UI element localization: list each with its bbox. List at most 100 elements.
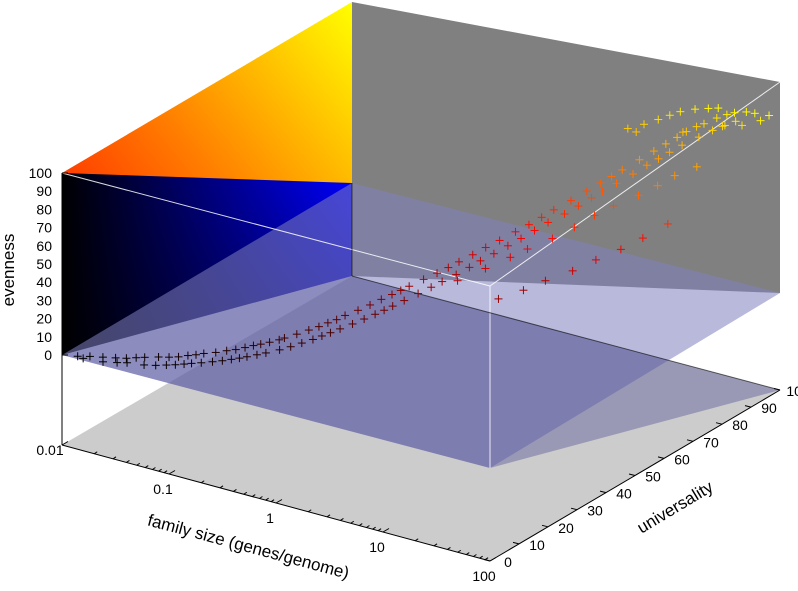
x-minor-tick [473, 554, 477, 557]
data-point [638, 234, 647, 243]
data-point [618, 165, 627, 174]
x-minor-tick [136, 462, 141, 466]
data-point [360, 315, 369, 324]
data-point [180, 360, 189, 369]
data-point [481, 264, 490, 273]
data-point [242, 352, 251, 361]
y-tick-label: 90 [761, 400, 777, 416]
data-point [199, 349, 208, 358]
x-minor-tick [372, 526, 376, 530]
data-point [731, 117, 740, 126]
data-point [566, 196, 575, 205]
data-point [465, 263, 474, 272]
y-tick-mark [628, 473, 636, 476]
data-point [670, 171, 679, 180]
z-tick-label: 10 [36, 329, 52, 345]
data-point [640, 120, 648, 129]
y-tick-label: 40 [616, 486, 632, 502]
x-minor-tick [219, 485, 224, 489]
data-point [623, 124, 632, 133]
data-point [503, 241, 512, 250]
data-point [570, 223, 579, 232]
data-point [211, 348, 220, 357]
data-point [98, 357, 107, 366]
data-point [297, 339, 306, 348]
x-tick-label: 0.01 [36, 442, 63, 458]
data-point [171, 360, 180, 369]
data-point [366, 300, 375, 309]
x-minor-tick [259, 496, 263, 499]
data-point [590, 211, 599, 220]
data-point [314, 322, 323, 331]
data-point [265, 338, 274, 347]
x-minor-tick [358, 523, 363, 526]
data-point [317, 331, 326, 340]
data-point [495, 236, 504, 245]
data-point [183, 351, 192, 360]
y-tick-label: 50 [645, 469, 661, 485]
data-point [154, 352, 163, 361]
data-point [642, 161, 651, 170]
data-point [444, 263, 453, 272]
data-point [517, 234, 526, 243]
data-point [292, 330, 301, 339]
x-minor-tick [200, 480, 205, 484]
scatter-points [73, 104, 774, 370]
x-minor-tick [414, 538, 419, 542]
data-point [634, 191, 643, 200]
x-minor-tick [270, 499, 275, 503]
x-minor-tick [457, 549, 462, 553]
x-minor-tick [144, 465, 149, 468]
data-point [396, 286, 405, 295]
data-point [568, 266, 577, 275]
x-axis-title: family size (genes/genome) [146, 511, 352, 583]
data-point [582, 187, 591, 196]
x-axis-ticks: 0.01 0.1 1 10 100 [36, 441, 497, 584]
data-point [591, 255, 600, 264]
data-point [694, 133, 703, 142]
data-point [750, 109, 759, 118]
data-point [587, 193, 596, 202]
x-minor-tick [366, 525, 370, 528]
data-point [712, 114, 721, 123]
data-point [524, 220, 533, 229]
y-tick-label: 0 [504, 554, 512, 570]
data-point [635, 155, 644, 164]
y-tick-label: 30 [587, 503, 603, 519]
data-point [218, 356, 227, 365]
data-point [511, 227, 520, 236]
data-point [765, 111, 774, 120]
y-tick-label: 70 [703, 434, 719, 450]
x-minor-tick [465, 552, 470, 555]
z-tick-label: 30 [36, 292, 52, 308]
x-tick-mark [489, 557, 497, 562]
x-tick-label: 100 [472, 568, 496, 584]
data-point [280, 334, 289, 343]
x-minor-tick [350, 520, 355, 524]
y-tick-mark [483, 559, 491, 562]
x-tick-label: 0.1 [153, 481, 173, 497]
y-tick-mark [512, 541, 520, 545]
data-point [574, 202, 583, 211]
data-point [123, 358, 132, 367]
y-tick-label: 20 [558, 520, 574, 536]
data-point [628, 170, 637, 179]
data-point [481, 243, 490, 252]
data-point [548, 234, 557, 243]
x-tick-mark [61, 441, 69, 446]
data-point [341, 311, 350, 320]
data-point [73, 352, 82, 361]
data-point [380, 306, 389, 315]
data-point [598, 187, 607, 196]
data-point [742, 107, 751, 116]
data-point [308, 335, 317, 344]
data-point [549, 205, 558, 214]
data-point [122, 354, 131, 363]
z-tick-label: 90 [36, 183, 52, 199]
data-point [665, 111, 674, 120]
data-point [714, 104, 723, 113]
x-minor-tick [233, 489, 237, 492]
x-minor-tick [433, 543, 438, 547]
data-point [187, 359, 196, 368]
